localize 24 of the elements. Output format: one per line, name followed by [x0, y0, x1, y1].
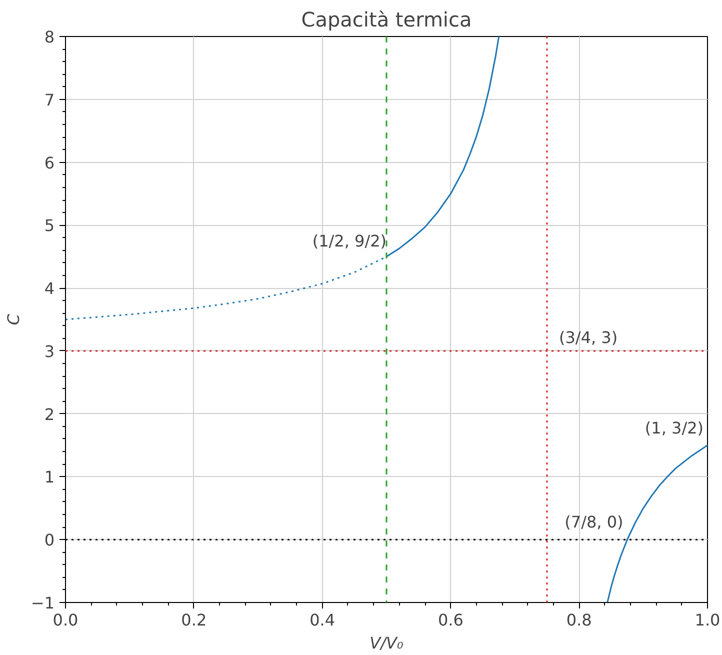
y-tick-label: 0: [44, 530, 55, 550]
y-tick-label: 4: [44, 279, 55, 298]
y-axis-title: C: [4, 313, 23, 326]
y-tick-label: 7: [44, 90, 55, 110]
y-tick-label: 2: [44, 404, 55, 424]
x-tick-label: 0.6: [438, 610, 464, 630]
y-tick-label: 5: [44, 216, 55, 236]
y-tick-label: 3: [44, 342, 55, 361]
x-tick-label: 1.0: [694, 610, 720, 630]
chart-title: Capacità termica: [301, 8, 472, 32]
y-tick-label: 8: [44, 28, 55, 46]
x-tick-label: 0.8: [566, 610, 592, 630]
y-tick-label: 1: [44, 468, 55, 487]
x-tick-label: 0.0: [52, 610, 78, 630]
annotation: (7/8, 0): [564, 512, 624, 532]
annotation: (1, 3/2): [644, 418, 704, 438]
y-tick-label: 6: [44, 153, 55, 172]
x-axis-title: V/V₀: [370, 634, 404, 652]
x-tick-label: 0.4: [310, 610, 336, 630]
annotation: (1/2, 9/2): [312, 232, 386, 251]
line-series: [606, 444, 708, 602]
x-tick-label: 0.2: [181, 610, 207, 630]
annotation: (3/4, 3): [559, 328, 618, 347]
y-tick-label: −1: [30, 594, 55, 612]
